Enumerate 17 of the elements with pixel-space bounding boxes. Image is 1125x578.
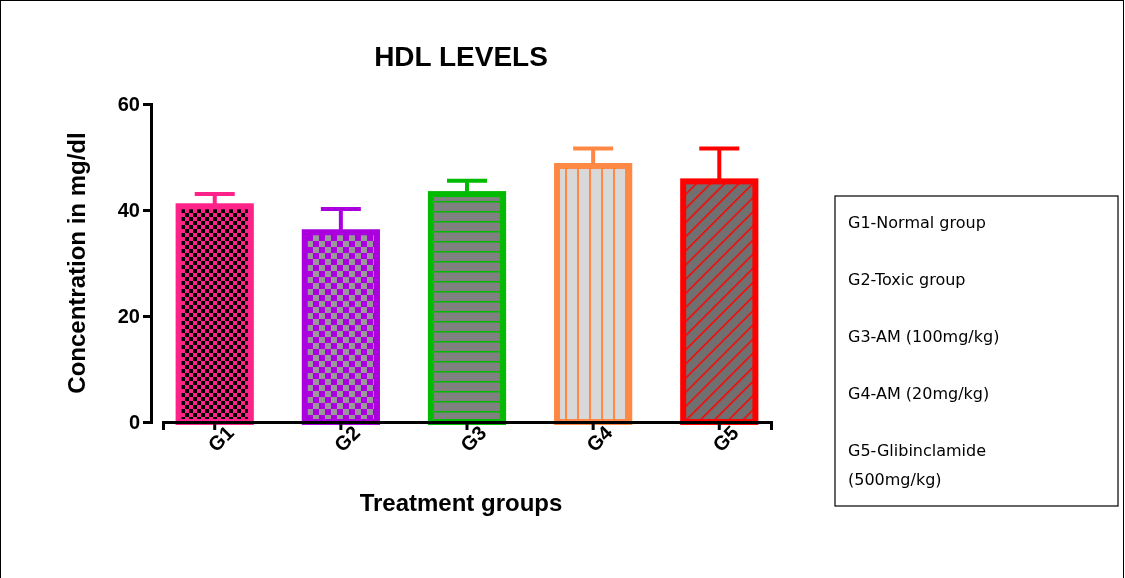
y-tick-label: 0 <box>128 410 140 433</box>
x-tick-label: G5 <box>708 421 743 456</box>
text: G1-Normal group <box>848 213 986 232</box>
text: G5-Glibinclamide (500mg/kg) <box>848 441 987 489</box>
y-tick-label: 20 <box>117 304 140 327</box>
chart-title: HDL LEVELS <box>374 41 548 72</box>
text: G4-AM (20mg/kg) <box>848 384 990 403</box>
x-tick-label: G1 <box>203 421 239 456</box>
text: G2-Toxic group <box>848 270 966 289</box>
x-axis-title: Treatment groups <box>359 489 563 516</box>
y-tick-label: 60 <box>117 92 140 115</box>
x-tick-label: G4 <box>582 420 618 456</box>
text: G3-AM (100mg/kg) <box>848 327 1000 346</box>
y-axis-title: Concentration in mg/dl <box>63 132 90 394</box>
x-tick-label: G2 <box>329 421 365 456</box>
y-tick-label: 40 <box>117 198 140 221</box>
x-tick-label: G3 <box>455 421 491 456</box>
